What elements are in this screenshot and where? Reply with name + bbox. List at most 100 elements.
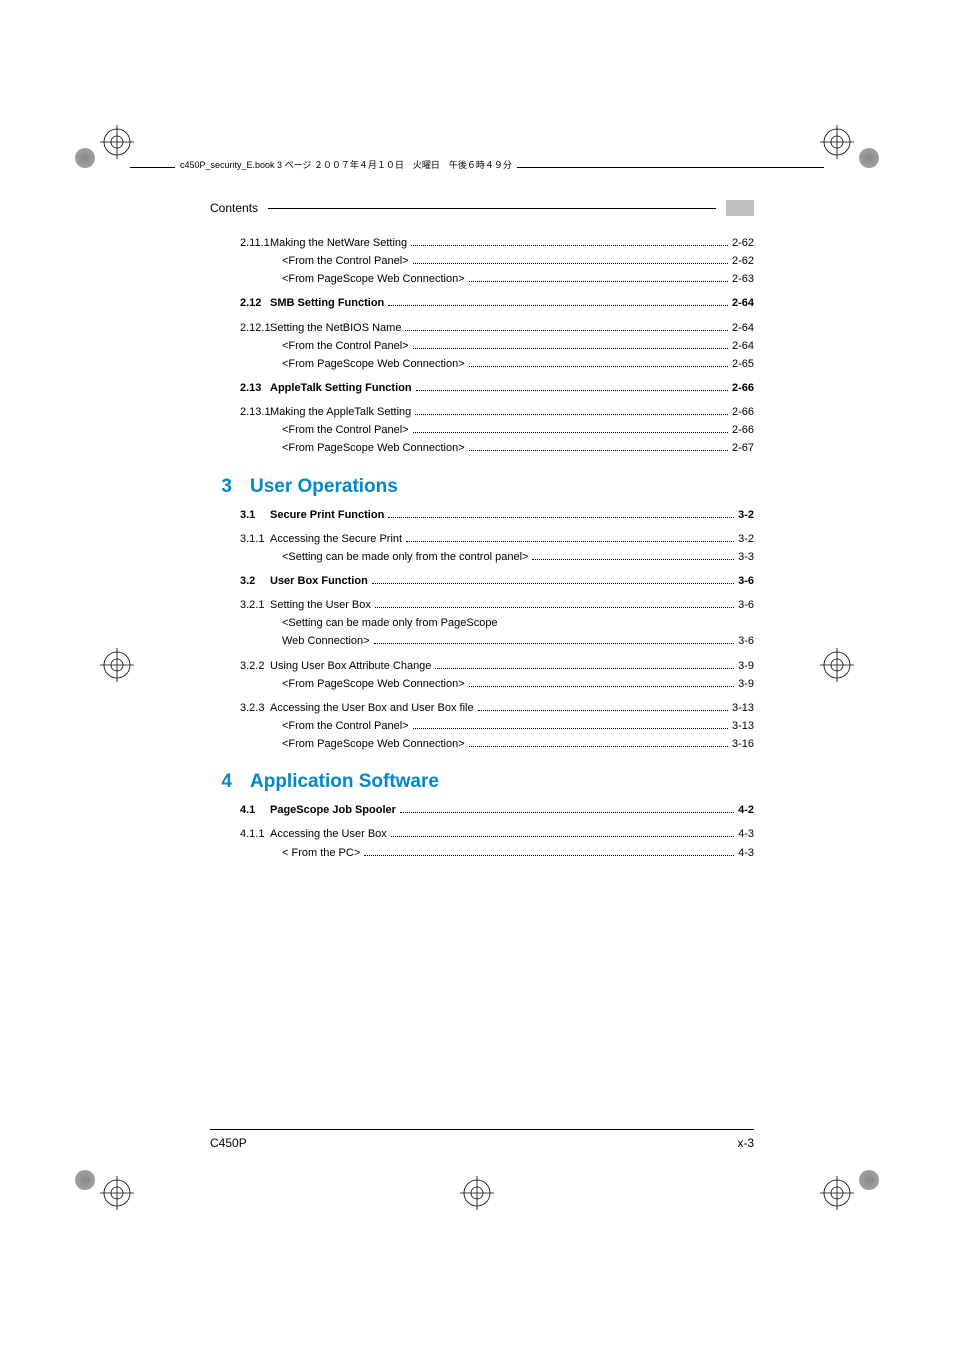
toc-text: <From the Control Panel> [282, 337, 409, 355]
toc-row: 2.13.1Making the AppleTalk Setting2-66 [210, 403, 754, 421]
toc-text: <Setting can be made only from the contr… [282, 548, 528, 566]
toc-page: 4-3 [738, 825, 754, 843]
toc-text-line1: <Setting can be made only from PageScope [282, 614, 754, 632]
toc-row: 2.12SMB Setting Function2-64 [210, 294, 754, 312]
toc-body: <From PageScope Web Connection>3-9 [270, 675, 754, 693]
toc-page: 4-2 [738, 801, 754, 819]
contents-title: Contents [210, 201, 258, 215]
toc-dots [406, 541, 734, 542]
toc-block: 4.1.1Accessing the User Box4-3< From the… [210, 825, 754, 861]
toc-block: 2.12.1Setting the NetBIOS Name2-64<From … [210, 319, 754, 373]
toc-row: 2.11.1Making the NetWare Setting2-62 [210, 234, 754, 252]
toc-dots [388, 517, 734, 518]
toc-page: 3-2 [738, 506, 754, 524]
toc-page: 2-62 [732, 252, 754, 270]
toc-num: 2.12.1 [210, 319, 270, 337]
toc-body: Accessing the User Box and User Box file… [270, 699, 754, 717]
toc-text: <From PageScope Web Connection> [282, 735, 465, 753]
toc-dots [411, 245, 728, 246]
toc-dots [435, 668, 734, 669]
toc-num: 2.13 [210, 379, 270, 397]
toc-row: < From the PC>4-3 [210, 844, 754, 862]
toc-body: <From PageScope Web Connection> 3-16 [270, 735, 754, 753]
toc-text: SMB Setting Function [270, 294, 384, 312]
toc-row: 4.1PageScope Job Spooler4-2 [210, 801, 754, 819]
toc-block: 3.2.2Using User Box Attribute Change3-9<… [210, 657, 754, 693]
toc-num: 2.13.1 [210, 403, 270, 421]
toc-num [210, 337, 270, 355]
toc-page: 2-67 [732, 439, 754, 457]
toc-num [210, 548, 270, 566]
toc-text: User Box Function [270, 572, 368, 590]
toc-body: <Setting can be made only from PageScope… [270, 614, 754, 650]
toc-page: 2-65 [732, 355, 754, 373]
toc-num [210, 355, 270, 373]
toc-body: User Box Function 3-6 [270, 572, 754, 590]
toc-body: Secure Print Function 3-2 [270, 506, 754, 524]
toc-body: Setting the NetBIOS Name2-64 [270, 319, 754, 337]
toc-body: AppleTalk Setting Function2-66 [270, 379, 754, 397]
toc-body: <From the Control Panel>2-62 [270, 252, 754, 270]
toc-num [210, 675, 270, 693]
toc-body: Setting the User Box3-6 [270, 596, 754, 614]
crop-mark-tr [820, 125, 854, 159]
toc-row: 2.12.1Setting the NetBIOS Name2-64 [210, 319, 754, 337]
toc-page: 3-2 [738, 530, 754, 548]
toc-dots [469, 281, 728, 282]
toc-num: 4.1 [210, 801, 270, 819]
toc-page: 3-6 [738, 632, 754, 650]
toc-page: 2-66 [732, 379, 754, 397]
toc-num [210, 252, 270, 270]
toc-text: <From the Control Panel> [282, 421, 409, 439]
toc-dots [405, 330, 728, 331]
toc-body: <From PageScope Web Connection>2-67 [270, 439, 754, 457]
toc-text: < From the PC> [282, 844, 360, 862]
toc-num: 4.1.1 [210, 825, 270, 843]
toc-text: Making the NetWare Setting [270, 234, 407, 252]
side-cross-left [100, 648, 134, 682]
toc-text: Accessing the User Box [270, 825, 387, 843]
header-text: c450P_security_E.book 3 ページ ２００７年４月１０日 火… [175, 158, 517, 171]
reg-mark-bl [75, 1170, 95, 1190]
toc-page: 3-3 [738, 548, 754, 566]
toc-dots [413, 348, 728, 349]
toc-section-2: 2.11.1Making the NetWare Setting2-62<Fro… [210, 234, 754, 458]
toc-page: 3-6 [738, 572, 754, 590]
toc-num [210, 421, 270, 439]
toc-body: <From the Control Panel>3-13 [270, 717, 754, 735]
toc-page: 2-64 [732, 337, 754, 355]
toc-dots [375, 607, 734, 608]
toc-dots [416, 390, 728, 391]
toc-body: <From the Control Panel>2-66 [270, 421, 754, 439]
chapter-3-title: User Operations [250, 476, 398, 498]
toc-text: Accessing the User Box and User Box file [270, 699, 474, 717]
toc-dots [391, 836, 734, 837]
toc-body: <Setting can be made only from the contr… [270, 548, 754, 566]
toc-section-4: 4.1PageScope Job Spooler4-2 4.1.1Accessin… [210, 801, 754, 861]
toc-num [210, 735, 270, 753]
toc-page: 3-16 [732, 735, 754, 753]
toc-row: 2.13AppleTalk Setting Function2-66 [210, 379, 754, 397]
toc-row: 3.2.2Using User Box Attribute Change3-9 [210, 657, 754, 675]
toc-num: 2.12 [210, 294, 270, 312]
reg-mark-br [859, 1170, 879, 1190]
toc-body: Using User Box Attribute Change3-9 [270, 657, 754, 675]
toc-text: Making the AppleTalk Setting [270, 403, 411, 421]
toc-dots [469, 746, 728, 747]
toc-num: 3.2.2 [210, 657, 270, 675]
toc-page: 2-63 [732, 270, 754, 288]
crop-mark-tl [100, 125, 134, 159]
toc-dots [372, 583, 734, 584]
chapter-3-num: 3 [210, 476, 250, 498]
toc-dots [532, 559, 734, 560]
title-rule [268, 208, 716, 209]
toc-block: 3.1Secure Print Function3-2 [210, 506, 754, 524]
toc-block: 2.11.1Making the NetWare Setting2-62<Fro… [210, 234, 754, 288]
toc-block: 4.1PageScope Job Spooler4-2 [210, 801, 754, 819]
toc-wrap: <Setting can be made only from PageScope… [282, 614, 754, 650]
toc-text: Secure Print Function [270, 506, 384, 524]
chapter-4-heading: 4 Application Software [210, 771, 754, 793]
toc-row: 3.2.3Accessing the User Box and User Box… [210, 699, 754, 717]
toc-dots [413, 432, 728, 433]
toc-block: 3.2.1Setting the User Box3-6<Setting can… [210, 596, 754, 650]
